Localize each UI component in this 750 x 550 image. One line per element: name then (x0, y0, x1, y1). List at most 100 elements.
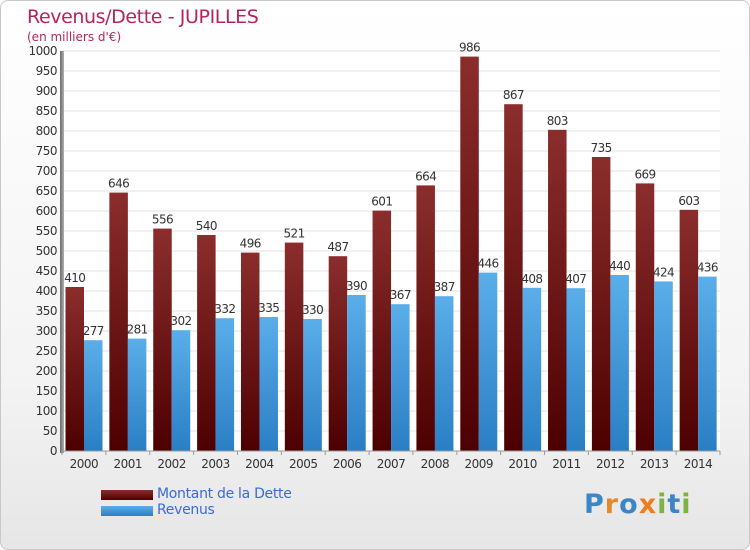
y-tick-label: 650 (36, 184, 57, 198)
data-label-revenue: 436 (697, 261, 718, 275)
data-label-revenue: 277 (83, 324, 104, 338)
y-axis (60, 51, 64, 453)
x-tick-label: 2005 (289, 457, 318, 471)
legend-swatch-revenue (101, 506, 153, 516)
bar-revenue (347, 295, 366, 451)
data-label-debt: 986 (459, 41, 480, 55)
y-tick-label: 750 (36, 144, 57, 158)
y-tick-label: 600 (36, 204, 57, 218)
data-label-revenue: 302 (170, 314, 191, 328)
y-tick-label: 250 (36, 344, 57, 358)
data-label-revenue: 407 (565, 272, 586, 286)
legend-label-revenue: Revenus (157, 502, 215, 518)
bar-debt (591, 157, 611, 451)
proxiti-logo: Proxiti (584, 489, 692, 520)
data-label-revenue: 281 (127, 323, 148, 337)
y-tick-label: 850 (36, 104, 57, 118)
chart-subtitle: (en milliers d'€) (27, 30, 122, 44)
bar-revenue (610, 275, 629, 451)
logo-letter: r (604, 489, 620, 520)
data-label-revenue: 335 (258, 301, 279, 315)
data-label-debt: 601 (371, 195, 392, 209)
bar-debt (284, 242, 304, 451)
bar-revenue (698, 276, 717, 451)
logo-letter: P (584, 489, 605, 520)
bar-revenue (391, 304, 410, 451)
bar-debt (65, 287, 84, 451)
y-tick-label: 550 (36, 224, 57, 238)
bar-revenue (654, 281, 673, 451)
y-tick-label: 350 (36, 304, 57, 318)
bar-debt (109, 192, 128, 451)
data-label-revenue: 332 (214, 302, 235, 316)
data-label-debt: 669 (634, 167, 655, 181)
data-label-debt: 556 (152, 213, 173, 227)
bar-revenue (566, 288, 586, 451)
data-label-debt: 496 (240, 237, 261, 251)
x-tick-label: 2010 (508, 457, 537, 471)
x-tick-label: 2000 (70, 457, 99, 471)
x-tick-label: 2002 (157, 457, 186, 471)
x-tick-label: 2006 (333, 457, 362, 471)
bar-debt (416, 185, 435, 451)
data-label-revenue: 330 (302, 303, 323, 317)
data-label-debt: 735 (591, 141, 612, 155)
logo-letter: i (657, 489, 668, 520)
data-label-revenue: 387 (434, 280, 455, 294)
bar-debt (197, 235, 216, 451)
y-tick-label: 300 (36, 324, 57, 338)
bar-debt (548, 129, 567, 452)
data-label-debt: 521 (284, 227, 305, 241)
x-tick-label: 2004 (245, 457, 274, 471)
x-tick-label: 2012 (596, 457, 625, 471)
y-tick-label: 150 (36, 384, 57, 398)
data-label-debt: 540 (196, 219, 217, 233)
bar-revenue (434, 296, 454, 451)
y-tick-label: 100 (36, 404, 57, 418)
logo-letter: o (619, 489, 639, 520)
bar-revenue (127, 338, 147, 451)
y-tick-label: 450 (36, 264, 57, 278)
y-tick-label: 1000 (28, 44, 57, 58)
legend-label-debt: Montant de la Dette (157, 486, 292, 502)
data-label-revenue: 367 (390, 288, 411, 302)
bar-revenue (84, 340, 103, 451)
y-tick-label: 50 (43, 424, 57, 438)
x-tick-label: 2001 (114, 457, 143, 471)
data-label-debt: 410 (64, 271, 85, 285)
x-tick-label: 2011 (552, 457, 581, 471)
bar-debt (372, 210, 392, 451)
bar-debt (635, 183, 655, 451)
data-label-debt: 664 (415, 169, 436, 183)
y-tick-label: 500 (36, 244, 57, 258)
logo-letter: i (681, 489, 692, 520)
y-tick-label: 950 (36, 64, 57, 78)
x-tick-label: 2003 (201, 457, 230, 471)
data-label-revenue: 424 (653, 265, 674, 279)
x-tick-label: 2008 (421, 457, 450, 471)
bar-revenue (303, 319, 322, 451)
bar-revenue (215, 318, 235, 451)
bar-debt (460, 56, 479, 451)
bar-debt (153, 228, 172, 451)
y-tick-label: 400 (36, 284, 57, 298)
logo-letter: t (667, 489, 682, 520)
bar-revenue (259, 317, 278, 451)
data-label-debt: 867 (503, 88, 524, 102)
data-label-debt: 803 (547, 114, 568, 128)
y-tick-label: 900 (36, 84, 57, 98)
data-label-revenue: 440 (609, 259, 630, 273)
bar-revenue (522, 287, 542, 451)
y-tick-label: 700 (36, 164, 57, 178)
bar-revenue (171, 330, 191, 451)
legend-swatch-debt (101, 490, 153, 500)
x-tick-label: 2014 (684, 457, 713, 471)
data-label-revenue: 408 (521, 272, 542, 286)
x-tick-label: 2013 (640, 457, 669, 471)
bar-debt (679, 209, 699, 451)
chart-title: Revenus/Dette - JUPILLES (27, 6, 259, 28)
data-label-debt: 603 (678, 194, 699, 208)
bar-revenue (478, 272, 498, 451)
